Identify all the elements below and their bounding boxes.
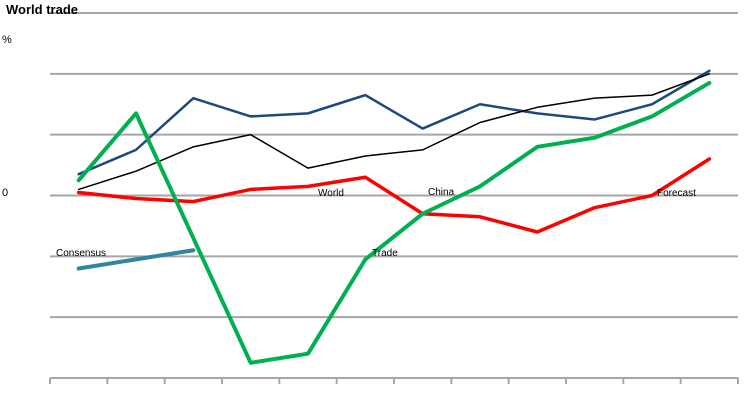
chart-title: World trade [6, 2, 78, 17]
annotation-world: World [318, 188, 344, 199]
y-axis-zero-label: 0 [2, 187, 9, 199]
series-blue [77, 69, 711, 176]
series-red [76, 157, 712, 234]
series-black [77, 73, 711, 191]
annotation-consensus: Consensus [56, 248, 107, 259]
annotation-china: China [428, 187, 455, 198]
series-green [76, 80, 712, 365]
annotation-trade: Trade [372, 248, 398, 259]
y-axis-unit-label: % [2, 34, 12, 46]
annotation-forecast: Forecast [657, 188, 696, 199]
series-teal [76, 248, 196, 271]
